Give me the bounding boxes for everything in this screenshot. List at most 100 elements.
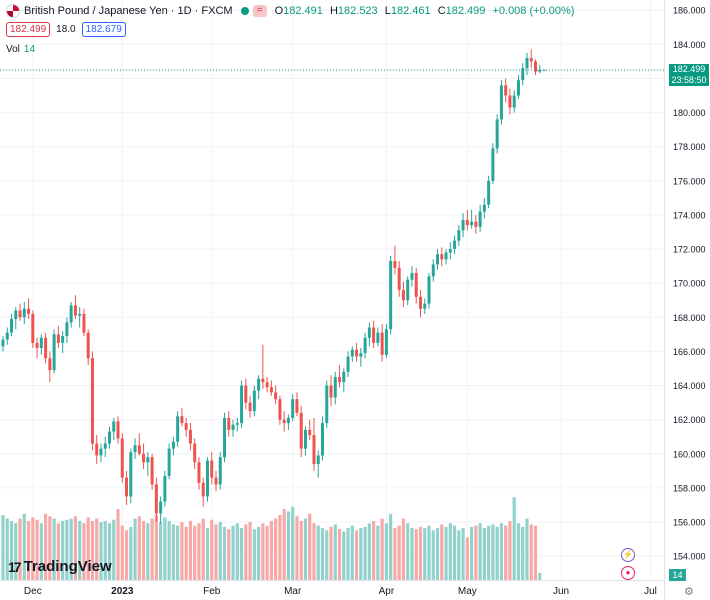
volume-bar (137, 516, 141, 580)
volume-bar (333, 524, 337, 580)
candle (125, 470, 129, 505)
volume-bar (538, 572, 542, 580)
candle-body (389, 261, 393, 330)
candle (448, 242, 452, 260)
volume-bar (35, 519, 39, 580)
price-tick-label: 168.000 (673, 313, 706, 323)
volume-bar (521, 526, 525, 580)
volume-bar (14, 523, 18, 580)
candle-body (482, 204, 486, 212)
candle-body (35, 342, 39, 348)
candle-body (116, 421, 120, 439)
candle (453, 235, 457, 255)
candle (380, 324, 384, 362)
candle (282, 411, 286, 432)
volume-bar (525, 518, 529, 580)
candle (27, 298, 31, 319)
candle-body (52, 334, 56, 371)
volume-bar (299, 520, 303, 580)
time-tick-label: 2023 (111, 586, 134, 597)
candle (82, 308, 86, 337)
event-marker-icon[interactable]: ● (621, 566, 635, 580)
volume-bar (26, 520, 31, 580)
candle (180, 407, 184, 427)
candle (355, 342, 359, 362)
volume-bar (350, 525, 354, 580)
volume-bar (112, 519, 116, 580)
volume-legend[interactable]: Vol 14 (6, 44, 36, 55)
volume-bar (124, 530, 129, 580)
candle-body (376, 332, 380, 343)
candle-body (355, 349, 359, 357)
candle-body (427, 276, 431, 304)
candle-body (423, 303, 427, 309)
candle (108, 426, 111, 449)
candle-body (316, 455, 320, 464)
volume-bar (274, 518, 278, 580)
bid-price-button[interactable]: 182.499 (6, 22, 51, 37)
candle (103, 436, 107, 458)
candle-body (154, 484, 158, 514)
volume-bar (363, 526, 367, 580)
volume-bar (482, 528, 486, 580)
symbol-name[interactable]: British Pound / Japanese Yen · 1D · FXCM (24, 5, 233, 17)
candle-body (65, 322, 69, 337)
candle (376, 327, 380, 347)
lightning-icon[interactable]: ⚡ (621, 548, 635, 562)
candle-body (321, 423, 324, 456)
volume-bar (129, 526, 133, 580)
market-open-icon (240, 7, 249, 15)
volume-bar (159, 522, 163, 580)
volume-bar (39, 523, 43, 580)
candle-body (125, 477, 129, 497)
volume-bar (384, 523, 388, 580)
volume-bars (1, 497, 542, 580)
volume-bar (1, 515, 5, 580)
volume-bar (329, 526, 333, 580)
volume-bar (342, 531, 346, 580)
candle (329, 375, 333, 406)
ask-price-button[interactable]: 182.679 (81, 22, 126, 37)
candle-body (1, 339, 5, 347)
price-tick-label: 156.000 (673, 518, 706, 528)
candle (325, 380, 329, 429)
candle-body (406, 279, 410, 301)
candle (35, 337, 39, 359)
candle (163, 470, 167, 507)
volume-bar (380, 518, 384, 580)
candle (133, 438, 137, 459)
grid (0, 0, 664, 580)
candle (116, 416, 120, 444)
volume-bar (427, 525, 431, 580)
candle-body (27, 308, 31, 314)
ohlc-values: O182.491 H182.523 L182.461 C182.499 +0.0… (274, 5, 575, 17)
volume-bar (457, 530, 461, 580)
volume-bar (65, 519, 69, 580)
volume-bar (52, 518, 56, 580)
candle (363, 332, 367, 359)
volume-bar (529, 524, 533, 580)
settings-gear-icon[interactable]: ⚙ (684, 586, 694, 598)
candle-body (303, 429, 307, 449)
volume-value-tag: 14 (669, 569, 686, 581)
candle-body (269, 387, 273, 393)
candle (14, 307, 18, 330)
volume-bar (291, 506, 295, 580)
volume-bar (295, 516, 299, 580)
hide-icon[interactable]: = (252, 5, 267, 17)
tradingview-logo[interactable]: 17 TradingView (8, 558, 112, 575)
candle-body (393, 261, 397, 268)
chart-legend: British Pound / Japanese Yen · 1D · FXCM… (6, 4, 578, 18)
candle-body (18, 310, 22, 318)
volume-bar (325, 530, 329, 580)
volume-bar (495, 526, 499, 580)
volume-bar (359, 528, 363, 580)
candle-body (534, 61, 537, 72)
candle-body (542, 69, 546, 71)
volume-bar (95, 518, 99, 580)
time-tick-label: Apr (379, 586, 395, 597)
price-tick-label: 160.000 (673, 449, 706, 459)
candle-body (461, 220, 465, 231)
candle-body (48, 358, 52, 371)
